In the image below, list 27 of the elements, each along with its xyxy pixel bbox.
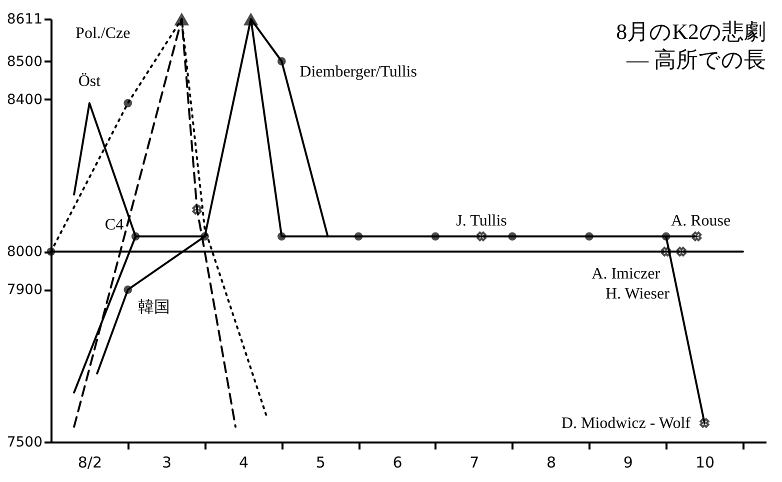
- y-tick-label: 8000: [6, 244, 42, 260]
- chart-title: 8月のK2の悲劇: [616, 19, 766, 44]
- x-tick-label: 3: [162, 454, 172, 472]
- annotation: J. Tullis: [456, 212, 507, 230]
- y-tick-label: 7500: [6, 434, 42, 450]
- annotation: H. Wieser: [605, 286, 670, 303]
- annotation: C4: [104, 216, 124, 234]
- y-tick-label: 8611: [6, 12, 42, 28]
- y-tick-label: 8500: [6, 54, 42, 70]
- annotation: A. Imiczer: [592, 266, 661, 283]
- y-tick-label: 7900: [6, 282, 42, 298]
- x-tick-label: 8: [546, 454, 556, 472]
- x-tick-label: 6: [392, 454, 402, 472]
- annotation: A. Rouse: [671, 212, 731, 230]
- y-tick-label: 8400: [6, 92, 42, 108]
- series-label: Öst: [78, 73, 102, 90]
- x-tick-label: 10: [695, 454, 715, 472]
- x-tick-label: 7: [470, 454, 480, 472]
- series-label: Diemberger/Tullis: [300, 63, 417, 80]
- annotation: D. Miodwicz - Wolf: [561, 414, 692, 432]
- series-label: 韓国: [138, 298, 170, 316]
- x-tick-label: 5: [316, 454, 326, 472]
- series-label: Pol./Cze: [76, 25, 130, 42]
- x-tick-label: 4: [238, 454, 248, 472]
- text: — 高所での長: [626, 47, 766, 72]
- x-tick-label: 8/2: [78, 454, 102, 472]
- x-tick-label: 9: [623, 454, 633, 472]
